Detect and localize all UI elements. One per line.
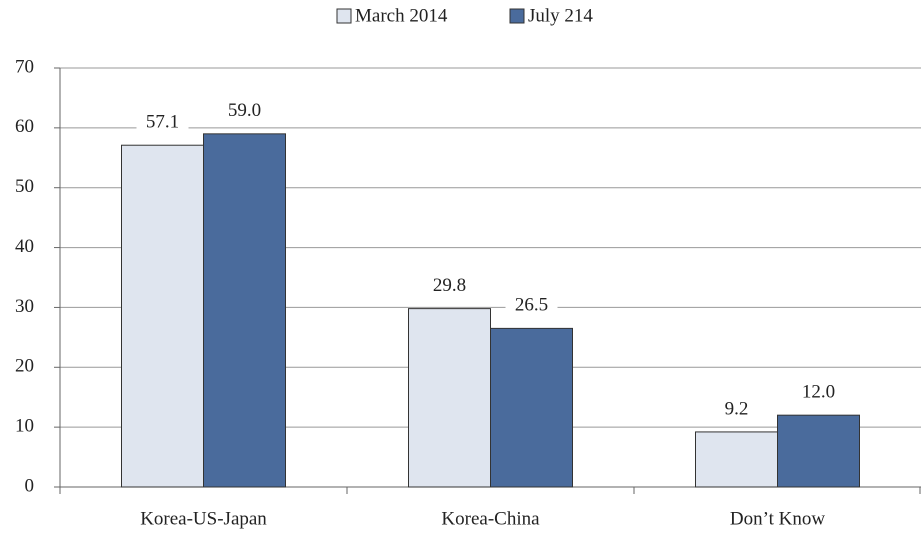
data-label: 57.1 <box>146 112 179 133</box>
y-tick-label: 50 <box>15 176 34 197</box>
legend-label: March 2014 <box>355 5 448 26</box>
label-bg <box>136 111 189 134</box>
label-bg <box>218 99 271 122</box>
data-label: 29.8 <box>433 275 466 296</box>
legend-swatch <box>509 8 525 24</box>
bar <box>408 308 491 488</box>
bar <box>490 327 573 488</box>
x-tick-label: Korea-China <box>441 508 540 529</box>
label-bg <box>505 294 558 317</box>
bar <box>121 144 204 488</box>
legend-label: July 214 <box>528 5 593 26</box>
bar <box>203 133 286 488</box>
x-tick-label: Korea-US-Japan <box>140 508 267 529</box>
y-tick-label: 20 <box>15 356 34 377</box>
y-tick-label: 70 <box>15 56 34 77</box>
data-label: 26.5 <box>515 295 548 316</box>
y-tick-label: 60 <box>15 116 34 137</box>
x-tick-label: Don’t Know <box>730 508 825 529</box>
y-tick-label: 10 <box>15 416 34 437</box>
legend-swatch <box>336 8 352 24</box>
data-label: 12.0 <box>802 382 835 403</box>
y-tick-label: 0 <box>25 475 35 496</box>
label-bg <box>710 397 763 420</box>
data-label: 9.2 <box>725 398 749 419</box>
label-bg <box>792 381 845 404</box>
bar <box>695 431 778 488</box>
y-tick-label: 40 <box>15 236 34 257</box>
y-tick-label: 30 <box>15 296 34 317</box>
bar <box>777 414 860 488</box>
data-label: 59.0 <box>228 100 261 121</box>
label-bg <box>423 274 476 297</box>
